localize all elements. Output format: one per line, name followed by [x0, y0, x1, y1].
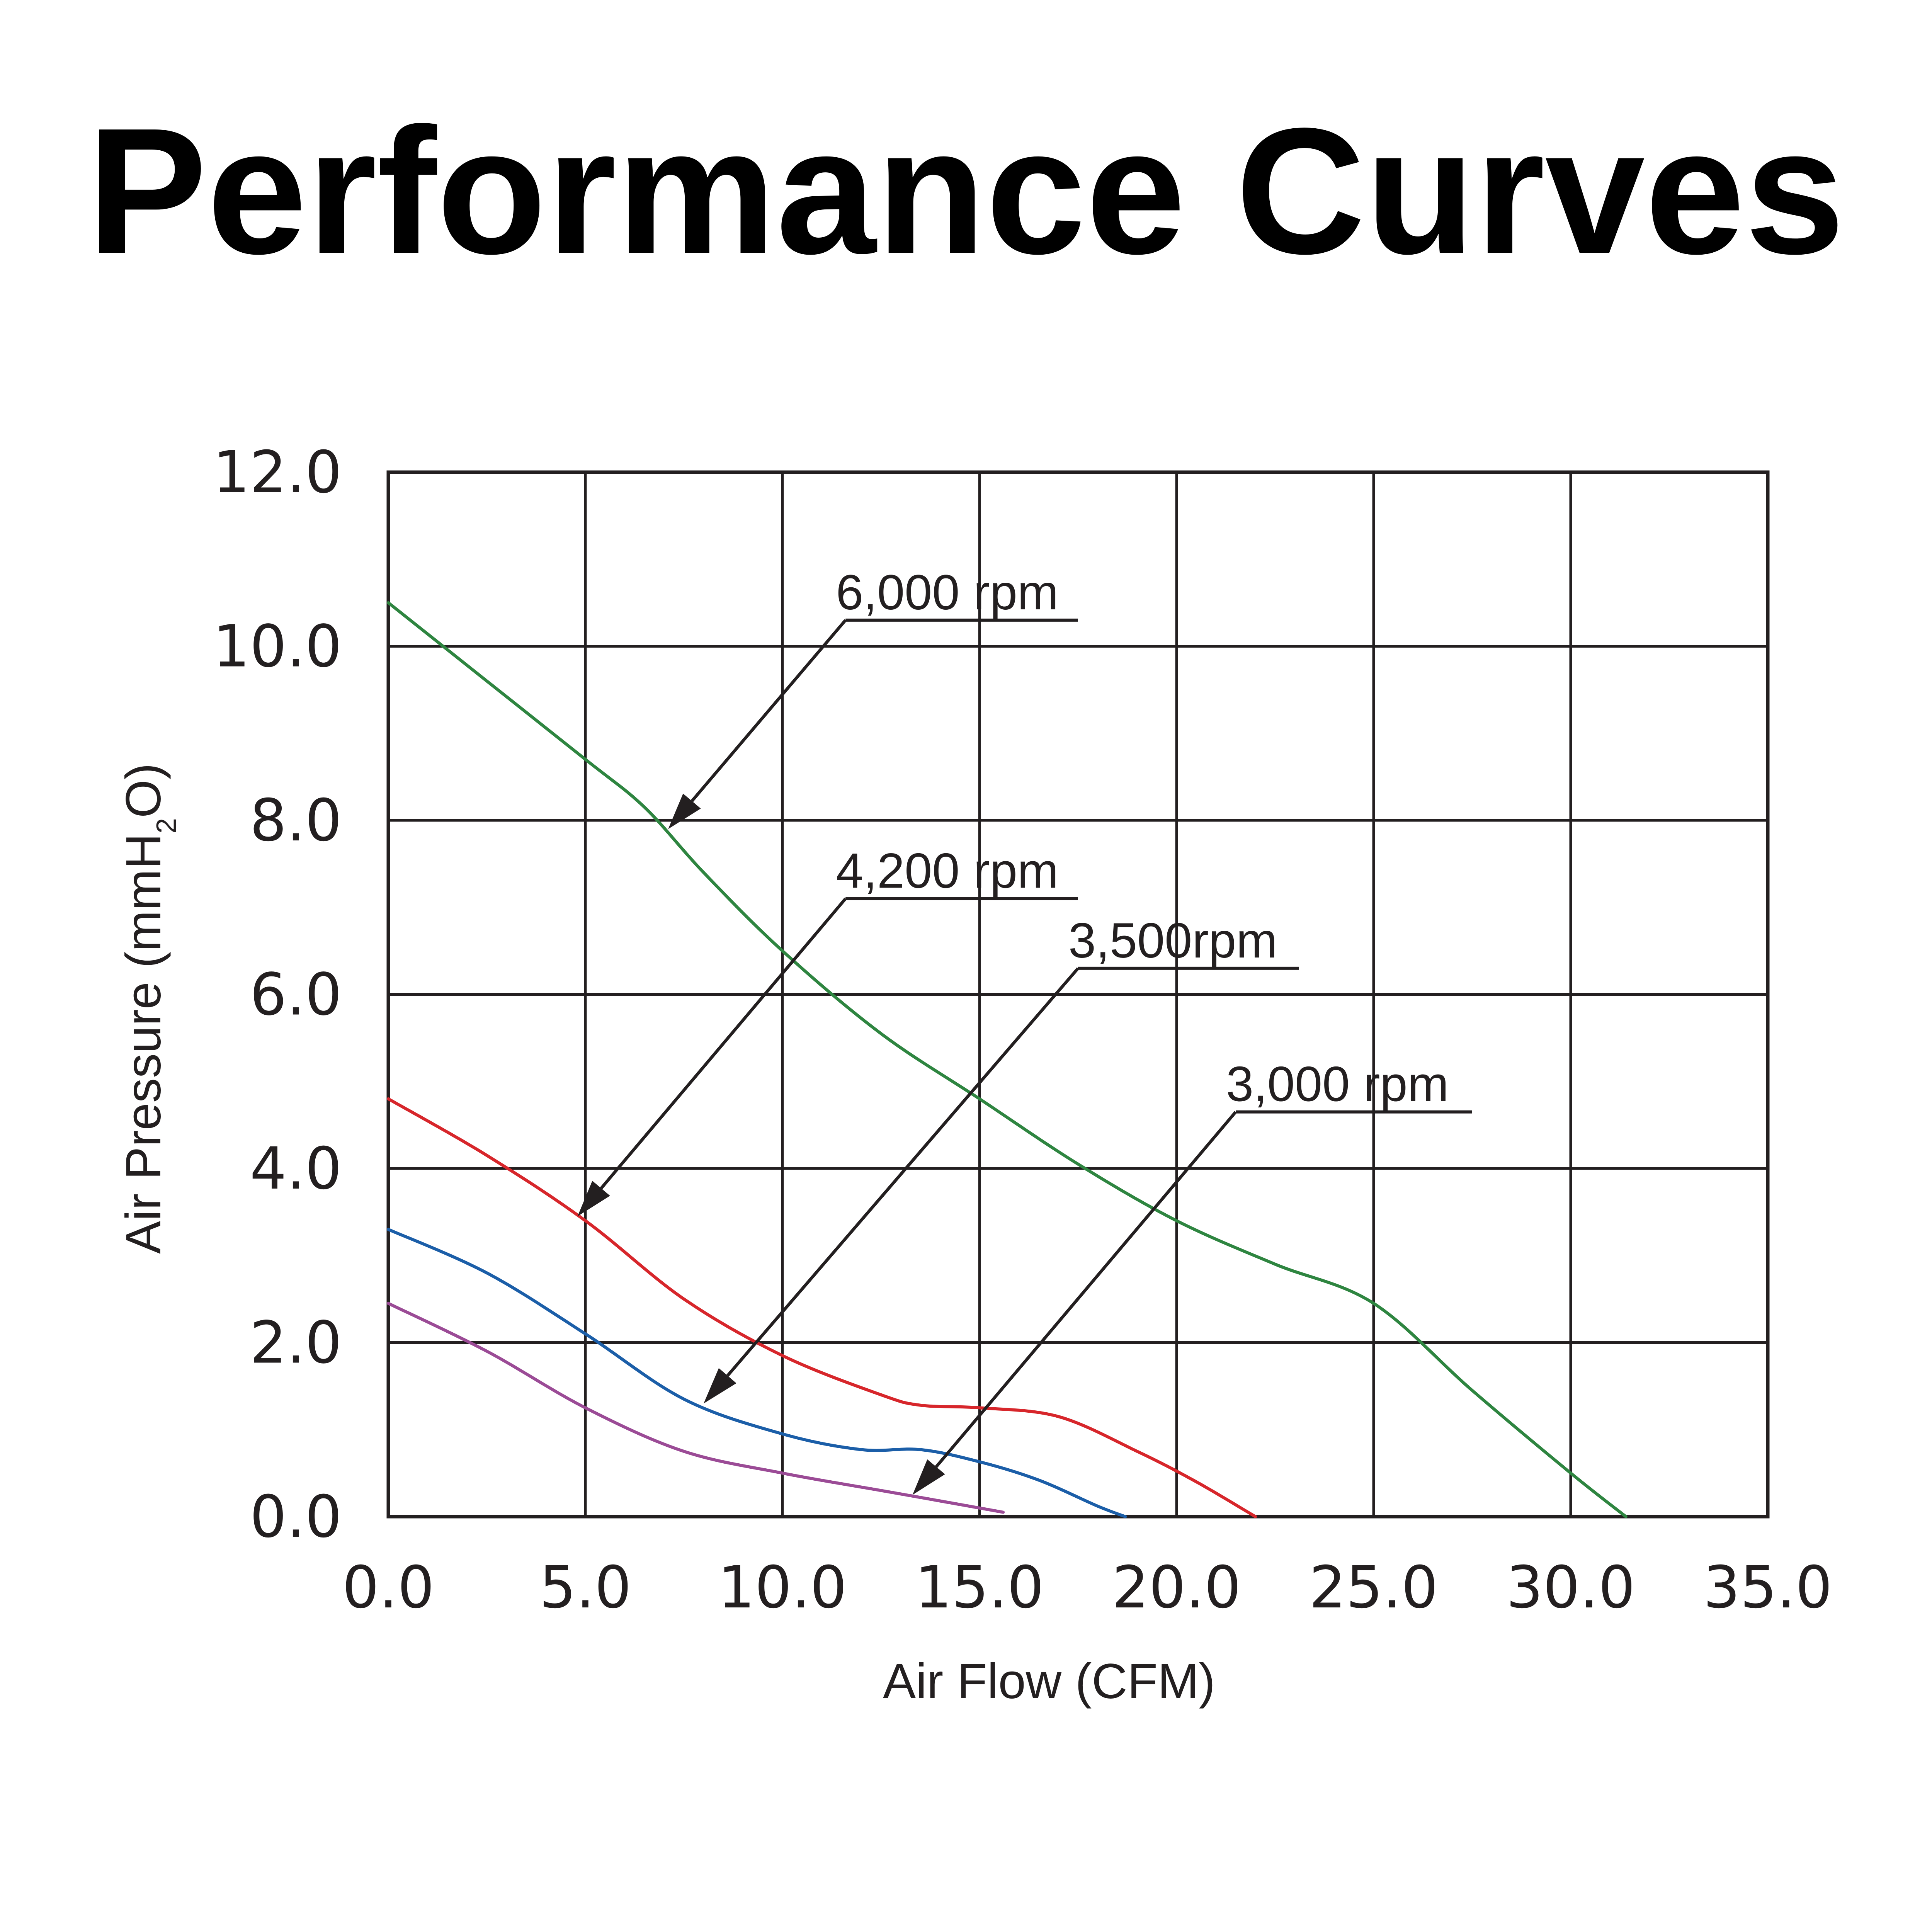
- annotation-label-6000rpm: 6,000 rpm: [836, 565, 1058, 620]
- tick-labels: 0.0 5.0 10.0 15.0 20.0 25.0 30.0 35.0 0.0 2.0 4.0 6…: [213, 439, 1832, 1621]
- x-axis-label: Air Flow (CFM): [883, 1654, 1215, 1709]
- y-axis-label: Air Pressure (mmH2O): [116, 763, 182, 1254]
- annotation-arrowhead-3500rpm: [704, 1368, 736, 1404]
- plot-frame: [386, 470, 1770, 1519]
- x-tick-label: 20.0: [1112, 1554, 1241, 1621]
- curve-6000rpm: [387, 601, 1628, 1518]
- annotation-arrowhead-3000rpm: [912, 1459, 945, 1495]
- annotation-arrow-line-4200rpm: [600, 898, 847, 1189]
- y-axis-label-end: O): [116, 763, 171, 818]
- x-tick-label: 10.0: [718, 1554, 847, 1621]
- curve-3000rpm: [387, 1302, 1005, 1514]
- annotation-arrow-line-6000rpm: [690, 619, 847, 802]
- y-axis-label-main: Air Pressure (mmH: [116, 833, 171, 1254]
- y-tick-label: 2.0: [250, 1310, 342, 1377]
- annotation-label-3500rpm: 3,500rpm: [1068, 913, 1277, 968]
- annotation-arrowhead-6000rpm: [668, 793, 701, 829]
- curves: [387, 601, 1628, 1518]
- x-tick-label: 30.0: [1506, 1554, 1635, 1621]
- y-tick-label: 10.0: [213, 613, 342, 680]
- svg-text:Air Pressure (mmH2O): Air Pressure (mmH2O): [116, 763, 182, 1254]
- y-tick-label: 8.0: [250, 787, 342, 854]
- y-tick-label: 6.0: [250, 961, 342, 1029]
- x-tick-label: 15.0: [915, 1554, 1044, 1621]
- y-tick-label: 0.0: [250, 1483, 342, 1551]
- annotation-label-4200rpm: 4,200 rpm: [836, 844, 1058, 899]
- y-axis-label-subscript: 2: [151, 818, 182, 833]
- annotation-arrowhead-4200rpm: [577, 1180, 610, 1216]
- curve-3500rpm: [387, 1228, 1127, 1518]
- annotation-label-3000rpm: 3,000 rpm: [1226, 1057, 1449, 1112]
- chart-title: Performance Curves: [87, 90, 1845, 291]
- y-tick-label: 12.0: [213, 439, 342, 506]
- y-tick-label: 4.0: [250, 1135, 342, 1202]
- annotation-arrow-line-3000rpm: [935, 1111, 1237, 1468]
- curve-4200rpm: [387, 1097, 1257, 1518]
- x-tick-label: 5.0: [539, 1554, 632, 1621]
- x-tick-label: 0.0: [342, 1554, 435, 1621]
- x-tick-label: 25.0: [1309, 1554, 1438, 1621]
- x-tick-label: 35.0: [1703, 1554, 1832, 1621]
- annotation-arrow-line-3500rpm: [726, 967, 1080, 1377]
